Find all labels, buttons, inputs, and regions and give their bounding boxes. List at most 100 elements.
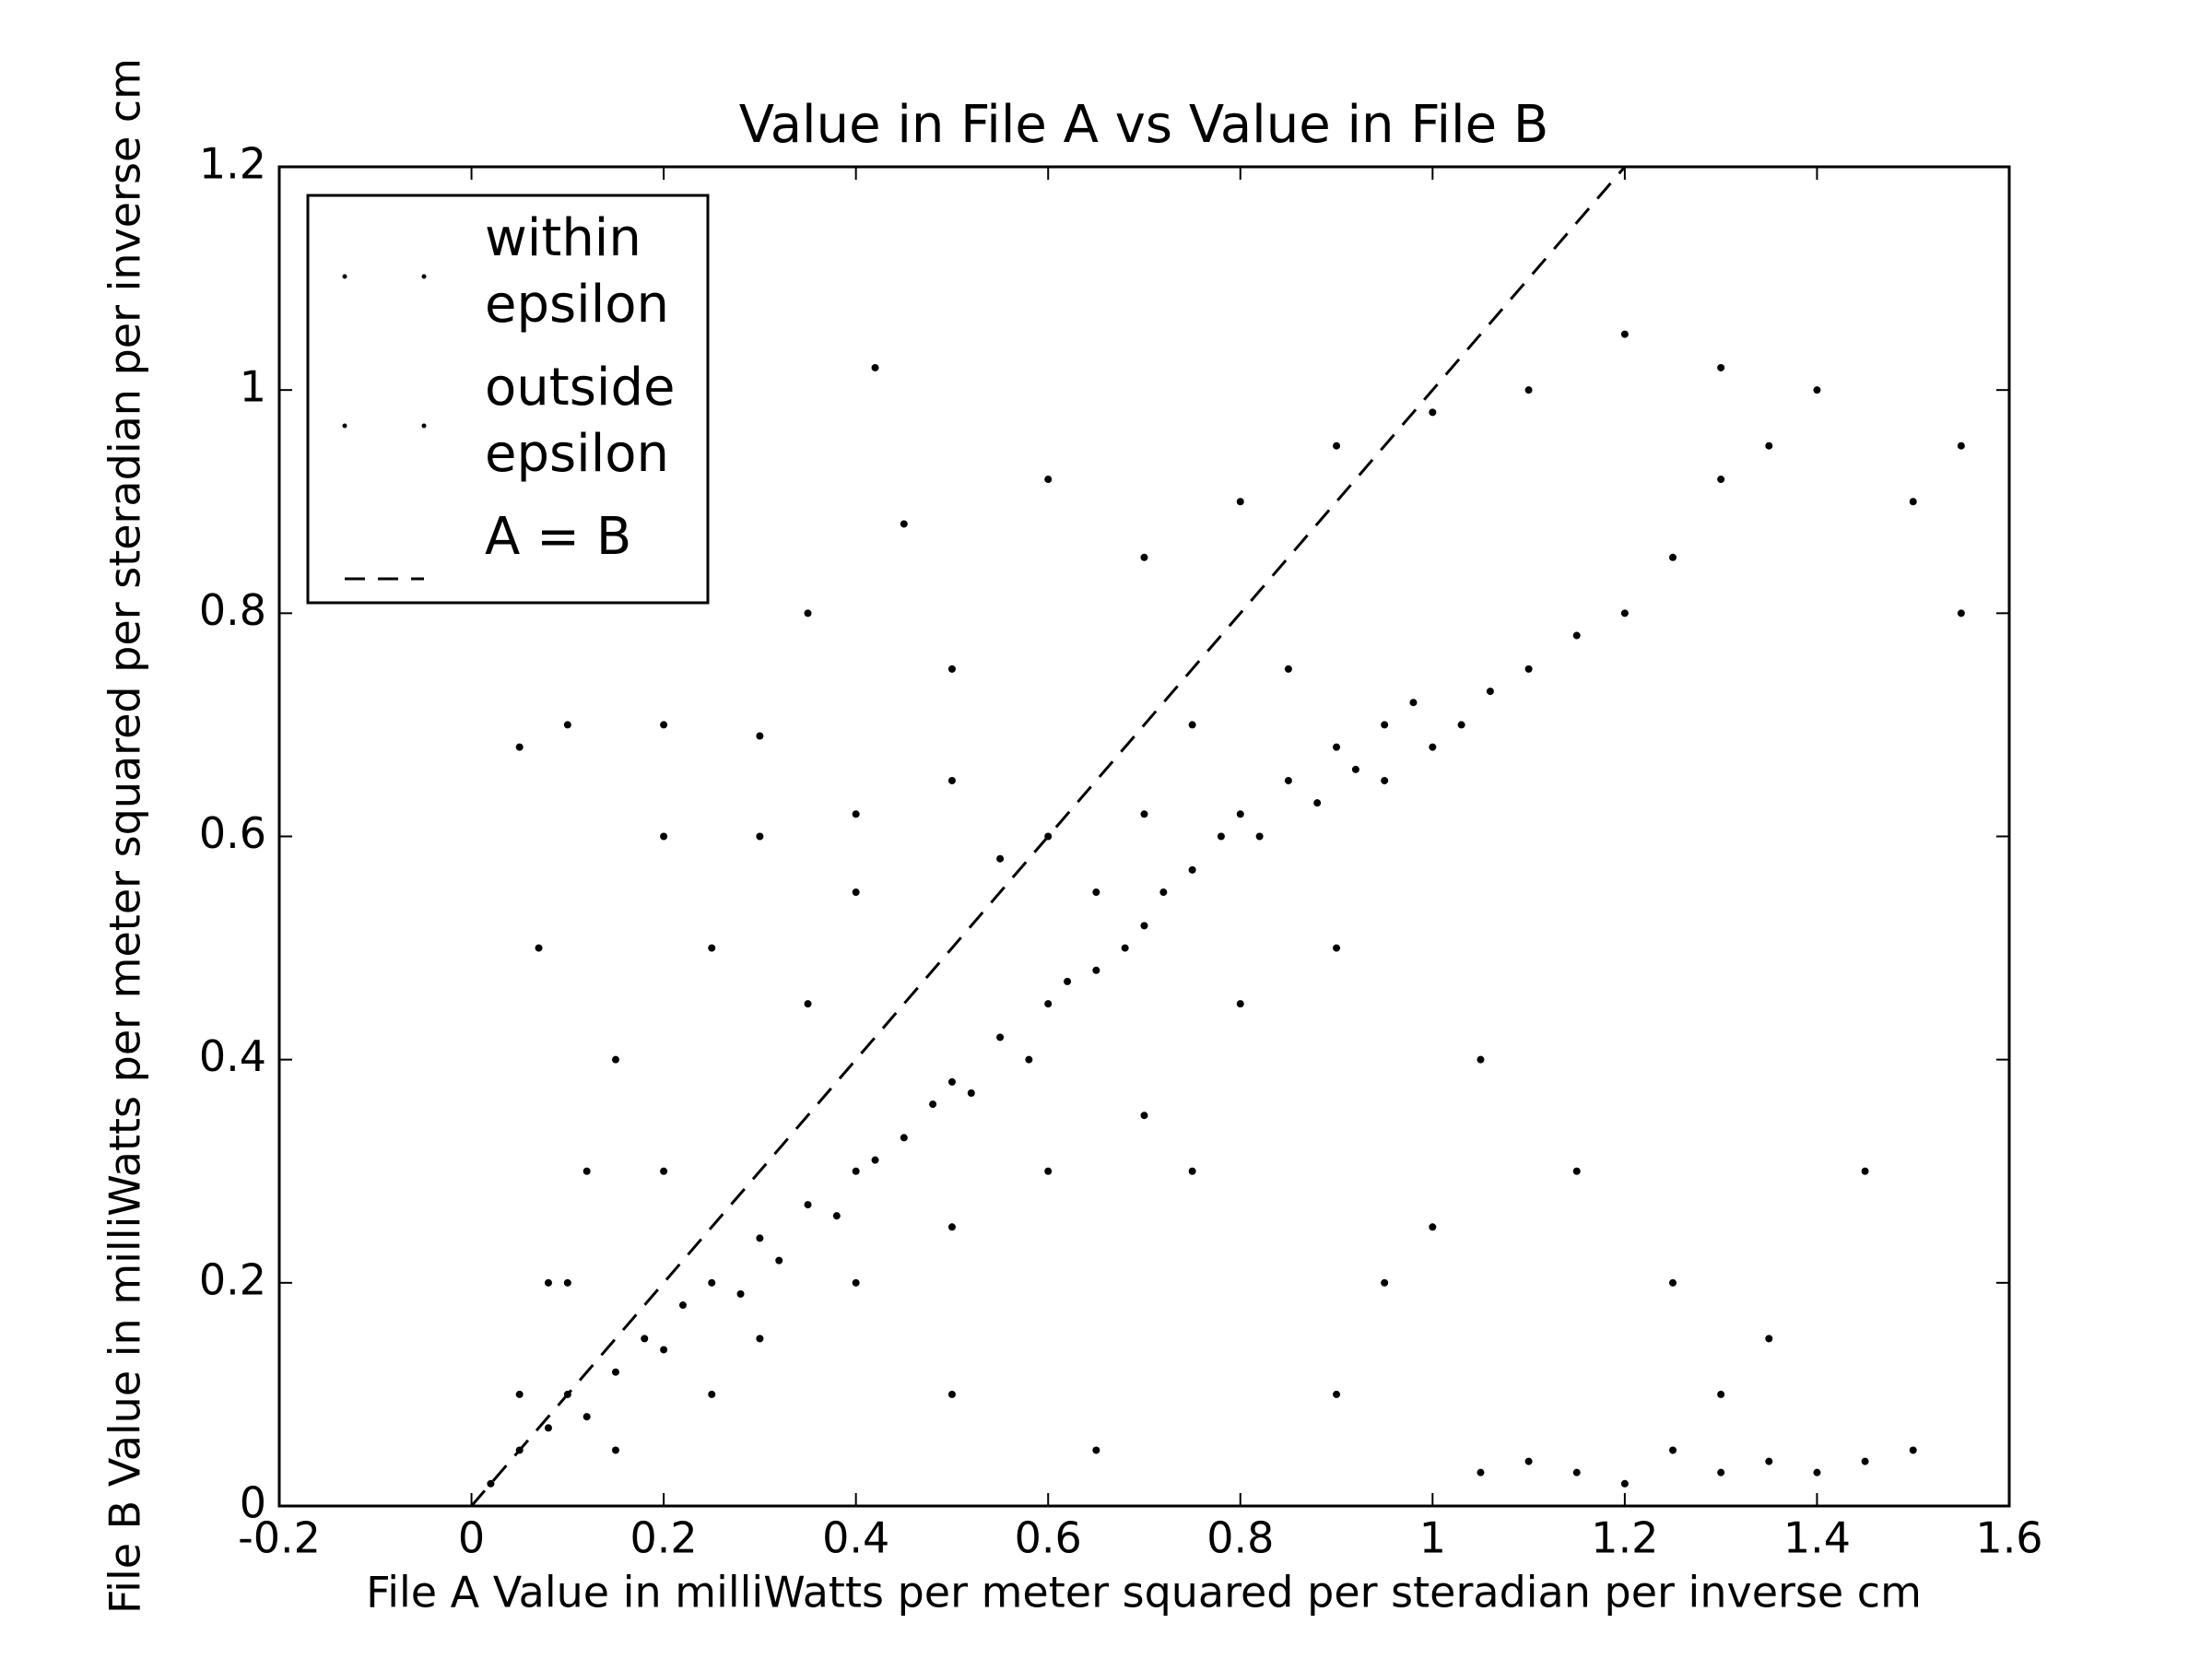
scatter-point	[515, 1446, 524, 1454]
scatter-point	[1313, 799, 1322, 807]
legend-marker	[421, 423, 427, 429]
scatter-point	[1381, 1278, 1389, 1287]
x-tick-label: 1.2	[1591, 1513, 1658, 1563]
scatter-point	[947, 1077, 956, 1086]
y-tick-label: 1	[240, 362, 266, 412]
x-tick-label: 1.6	[1975, 1513, 2042, 1563]
scatter-point	[1909, 1446, 1917, 1454]
scatter-point	[660, 832, 668, 841]
scatter-point	[852, 810, 860, 818]
scatter-point	[1140, 1112, 1148, 1120]
legend-label: outside epsilon	[485, 358, 691, 484]
scatter-point	[660, 1346, 668, 1354]
scatter-point	[1572, 1468, 1581, 1477]
scatter-point	[1092, 966, 1100, 974]
scatter-point	[1333, 743, 1341, 751]
scatter-point	[1524, 386, 1533, 394]
scatter-point	[852, 1167, 860, 1175]
scatter-point	[708, 1390, 716, 1398]
scatter-point	[1188, 1167, 1196, 1175]
scatter-point	[756, 732, 764, 740]
scatter-point	[544, 1424, 552, 1432]
scatter-point	[1457, 721, 1465, 729]
scatter-point	[1765, 1335, 1773, 1343]
plot-area	[470, 167, 1965, 1506]
scatter-point	[996, 1033, 1005, 1041]
legend-marker	[342, 274, 347, 279]
scatter-point	[1236, 810, 1244, 818]
scatter-point	[1429, 1223, 1437, 1231]
scatter-point	[852, 1278, 860, 1287]
scatter-point	[1717, 363, 1725, 371]
scatter-point	[947, 1223, 956, 1231]
scatter-point	[1572, 1167, 1581, 1175]
scatter-point	[1620, 330, 1629, 338]
scatter-point	[1284, 776, 1292, 784]
scatter-point	[756, 1234, 764, 1242]
scatter-point	[1381, 721, 1389, 729]
scatter-point	[1429, 408, 1437, 417]
scatter-point	[1351, 765, 1359, 773]
scatter-point	[611, 1055, 619, 1064]
scatter-point	[1217, 832, 1225, 841]
scatter-point	[611, 1446, 619, 1454]
scatter-point	[660, 1167, 668, 1175]
y-tick-label: 0.2	[199, 1254, 266, 1304]
x-tick-label: 1.4	[1783, 1513, 1851, 1563]
scatter-point	[1620, 609, 1629, 618]
scatter-point	[660, 721, 668, 729]
scatter-point	[756, 1335, 764, 1343]
chart-title: Value in File A vs Value in File B	[739, 95, 1549, 155]
scatter-point	[1765, 441, 1773, 450]
scatter-point	[563, 1278, 571, 1287]
scatter-point	[708, 1278, 716, 1287]
legend-label-line: epsilon	[485, 275, 669, 335]
scatter-point	[1765, 1457, 1773, 1465]
reference-line	[470, 167, 1627, 1506]
legend-label-line: epsilon	[485, 424, 669, 484]
scatter-point	[804, 1000, 812, 1008]
y-tick-label: 0.8	[199, 585, 266, 635]
scatter-point	[487, 1479, 495, 1488]
scatter-point	[900, 520, 908, 528]
scatter-point	[563, 721, 571, 729]
scatter-point	[1381, 776, 1389, 784]
scatter-point	[1861, 1457, 1869, 1465]
scatter-point	[1813, 386, 1821, 394]
y-axis-label: File B Value in milliWatts per meter squ…	[100, 58, 150, 1614]
scatter-point	[678, 1301, 687, 1310]
y-tick-label: 1.2	[199, 139, 266, 189]
scatter-point	[736, 1289, 745, 1298]
scatter-point	[1957, 441, 1965, 450]
scatter-point	[871, 363, 879, 371]
scatter-point	[1909, 498, 1917, 506]
scatter-point	[947, 1390, 956, 1398]
scatter-point	[1044, 1000, 1053, 1008]
x-tick-label: 1	[1419, 1513, 1446, 1563]
scatter-point	[775, 1256, 783, 1265]
scatter-point	[1957, 609, 1965, 618]
scatter-point	[1159, 888, 1168, 897]
scatter-point	[535, 944, 543, 952]
scatter-point	[900, 1134, 908, 1142]
scatter-point	[1333, 944, 1341, 952]
scatter-point	[1524, 665, 1533, 673]
scatter-point	[756, 832, 764, 841]
scatter-point	[947, 665, 956, 673]
scatter-point	[1861, 1167, 1869, 1175]
y-tick-label: 0.6	[199, 808, 266, 858]
legend-box	[306, 194, 710, 605]
scatter-point	[1669, 1278, 1677, 1287]
scatter-point	[1429, 743, 1437, 751]
scatter-point	[708, 944, 716, 952]
scatter-point	[1121, 944, 1129, 952]
scatter-point	[515, 743, 524, 751]
legend-marker	[421, 274, 427, 279]
scatter-point	[1813, 1468, 1821, 1477]
legend-label: A = B	[485, 507, 631, 567]
scatter-point	[582, 1167, 591, 1175]
scatter-point	[1140, 553, 1148, 561]
scatter-point	[1140, 922, 1148, 930]
